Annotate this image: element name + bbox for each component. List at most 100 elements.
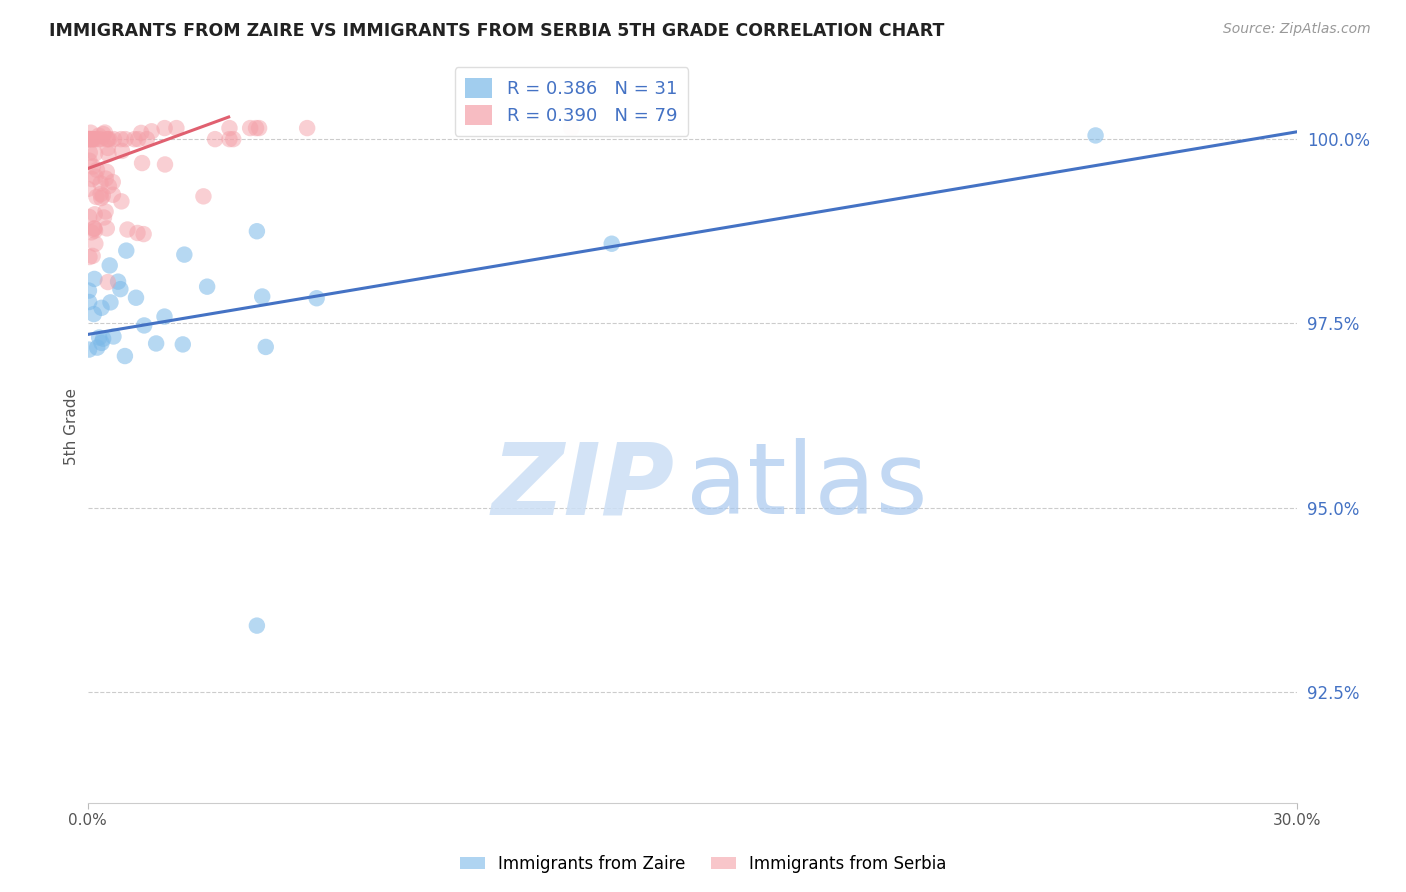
Point (83, 221, 105, 235)
Point (87, 132, 110, 146)
Point (82, 132, 104, 146)
Point (250, 289, 273, 303)
Point (153, 157, 176, 171)
Point (97, 141, 120, 155)
Point (97, 275, 120, 289)
Point (83, 207, 105, 221)
Point (98, 259, 121, 273)
Legend: Immigrants from Zaire, Immigrants from Serbia: Immigrants from Zaire, Immigrants from S… (453, 848, 953, 880)
Point (218, 132, 240, 146)
Point (131, 156, 153, 170)
Point (245, 121, 267, 136)
Point (77, 210, 100, 224)
Point (239, 121, 262, 136)
Point (195, 279, 218, 293)
Point (100, 295, 122, 310)
Point (90, 191, 112, 205)
Point (110, 132, 132, 146)
Point (127, 226, 149, 240)
Point (84, 132, 107, 146)
Point (86, 163, 108, 178)
Point (79, 132, 101, 146)
Point (101, 175, 124, 189)
Point (114, 349, 136, 363)
Point (110, 282, 132, 296)
Point (172, 337, 194, 351)
Point (117, 222, 139, 236)
Point (153, 121, 176, 136)
Point (94, 126, 117, 140)
Point (103, 132, 125, 146)
Point (295, 121, 318, 136)
Point (90, 187, 112, 202)
Point (222, 132, 245, 146)
Text: Source: ZipAtlas.com: Source: ZipAtlas.com (1223, 22, 1371, 37)
Point (77, 132, 100, 146)
Point (90, 335, 112, 350)
Point (135, 132, 157, 146)
Point (94, 204, 117, 219)
Point (127, 132, 149, 146)
Point (97, 147, 120, 161)
Point (124, 132, 146, 146)
Point (107, 275, 129, 289)
Point (77, 153, 100, 168)
Point (80, 225, 103, 239)
Point (77, 182, 100, 196)
Point (110, 194, 132, 209)
Point (91, 332, 114, 346)
Point (77, 132, 100, 146)
Point (87, 128, 110, 143)
Point (77, 284, 100, 298)
Point (193, 189, 215, 203)
Point (94, 171, 117, 186)
Point (101, 187, 124, 202)
Point (84, 223, 107, 237)
Point (129, 126, 152, 140)
Text: ZIP: ZIP (491, 438, 675, 535)
Point (134, 318, 156, 333)
Point (114, 132, 136, 146)
Point (79, 145, 101, 160)
Point (115, 244, 138, 258)
Point (125, 291, 148, 305)
Point (96, 221, 118, 235)
Point (98, 132, 121, 146)
Point (90, 301, 112, 315)
Point (84, 169, 107, 184)
Point (204, 132, 226, 146)
Y-axis label: 5th Grade: 5th Grade (65, 388, 79, 465)
Point (145, 336, 167, 351)
Point (86, 190, 108, 204)
Point (246, 224, 269, 238)
Point (96, 165, 118, 179)
Point (83, 272, 105, 286)
Legend: R = 0.386   N = 31, R = 0.390   N = 79: R = 0.386 N = 31, R = 0.390 N = 79 (454, 67, 689, 136)
Point (91, 127, 114, 141)
Point (77, 343, 100, 357)
Point (153, 310, 176, 324)
Point (91, 188, 114, 202)
Point (254, 340, 277, 354)
Point (82, 160, 104, 174)
Point (83, 221, 105, 235)
Point (76, 132, 98, 146)
Point (86, 341, 108, 355)
Point (80, 126, 103, 140)
Point (77, 295, 100, 310)
Point (79, 250, 101, 264)
Point (84, 236, 107, 251)
Point (600, 236, 623, 251)
Point (218, 121, 240, 136)
Point (90, 132, 112, 146)
Point (305, 291, 328, 305)
Point (1084, 128, 1107, 143)
Point (83, 307, 105, 321)
Point (89, 330, 111, 344)
Point (111, 144, 134, 158)
Point (165, 121, 187, 136)
Point (246, 618, 269, 632)
Point (132, 227, 155, 241)
Point (96, 132, 118, 146)
Point (141, 124, 163, 138)
